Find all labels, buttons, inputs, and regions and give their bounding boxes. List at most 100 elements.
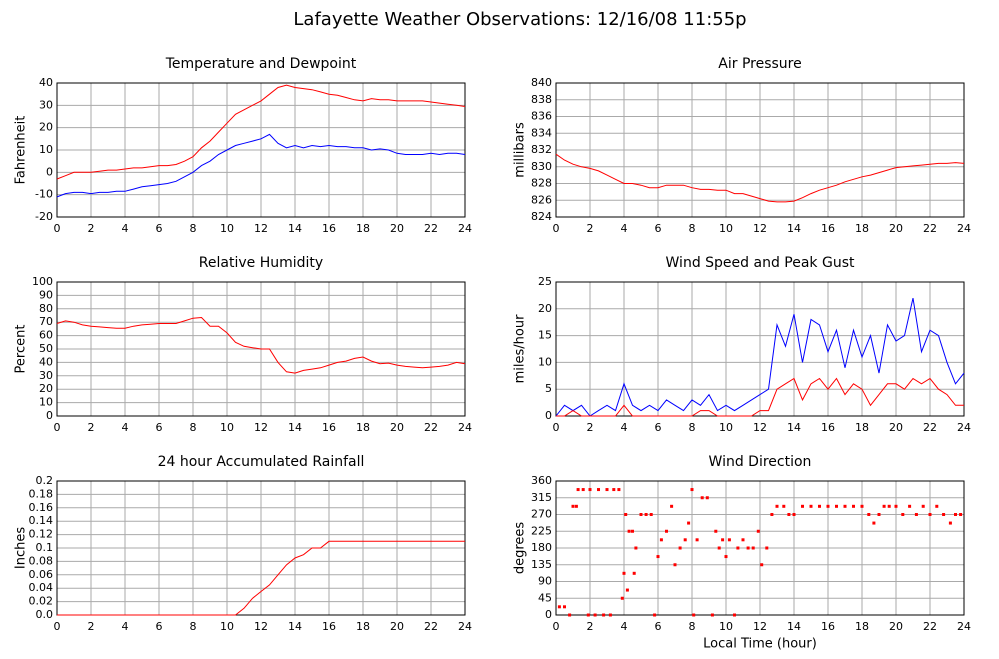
point (867, 513, 871, 516)
y-tick-label: 20 (39, 382, 53, 395)
point (634, 546, 638, 550)
series-line (56, 316, 466, 374)
y-tick-label: 0 (46, 409, 53, 422)
point (653, 613, 657, 617)
y-tick-label: 315 (531, 491, 552, 504)
series-line (56, 133, 466, 198)
y-tick-label: 270 (531, 508, 552, 521)
point (639, 513, 643, 516)
y-tick-label: 0.06 (29, 568, 54, 581)
x-tick-label: 18 (356, 620, 370, 633)
y-tick-label: 90 (39, 288, 53, 301)
series-line (555, 153, 965, 203)
y-axis-label: Percent (14, 325, 29, 374)
y-tick-label: 30 (39, 369, 53, 382)
point (882, 504, 886, 508)
x-tick-label: 22 (923, 421, 937, 434)
x-tick-label: 2 (88, 421, 95, 434)
point (872, 521, 876, 525)
page-title: Lafayette Weather Observations: 12/16/08… (293, 9, 746, 30)
y-axis-label: millibars (513, 122, 528, 178)
point (617, 488, 621, 492)
point (665, 529, 668, 533)
point (801, 504, 804, 508)
x-tick-label: 14 (288, 222, 302, 235)
x-tick-label: 14 (288, 620, 302, 633)
x-tick-label: 8 (689, 421, 696, 434)
x-tick-label: 10 (220, 620, 234, 633)
y-tick-label: 10 (39, 143, 53, 156)
point (782, 504, 786, 508)
x-tick-label: 8 (689, 222, 696, 235)
point (605, 488, 609, 492)
plot-frame (56, 281, 466, 417)
x-tick-label: 24 (458, 222, 472, 235)
x-axis-label: Local Time (hour) (703, 637, 817, 652)
x-tick-label: 10 (719, 222, 733, 235)
y-tick-label: 50 (39, 342, 53, 355)
y-tick-label: 10 (538, 355, 552, 368)
point (942, 513, 946, 516)
point (624, 513, 628, 516)
point (935, 504, 939, 508)
y-axis-label: miles/hour (513, 314, 528, 383)
x-tick-label: 10 (220, 222, 234, 235)
point (612, 488, 616, 492)
x-tick-label: 16 (821, 620, 835, 633)
point (787, 513, 791, 516)
x-tick-label: 6 (655, 222, 662, 235)
x-tick-label: 20 (390, 620, 404, 633)
x-tick-label: 16 (322, 222, 336, 235)
y-tick-label: 135 (531, 558, 552, 571)
x-tick-label: 12 (254, 421, 268, 434)
y-tick-label: 60 (39, 329, 53, 342)
plot-frame (56, 82, 466, 218)
y-tick-label: 830 (531, 160, 552, 173)
point (557, 605, 561, 609)
y-tick-label: 0.16 (29, 501, 54, 514)
x-tick-label: 14 (787, 620, 801, 633)
chart-title: Relative Humidity (199, 255, 323, 271)
point (741, 538, 745, 542)
y-tick-label: 826 (531, 193, 552, 206)
point (852, 504, 855, 508)
x-tick-label: 16 (322, 421, 336, 434)
x-tick-label: 8 (689, 620, 696, 633)
chart-title: Wind Direction (709, 454, 812, 470)
point (602, 613, 606, 617)
point (581, 488, 585, 492)
y-tick-label: 5 (545, 382, 552, 395)
point (914, 513, 918, 516)
chart-title: 24 hour Accumulated Rainfall (158, 454, 365, 470)
x-tick-label: 6 (655, 620, 662, 633)
x-tick-label: 22 (424, 620, 438, 633)
point (948, 521, 952, 525)
point (717, 546, 721, 550)
point (751, 546, 755, 550)
point (608, 613, 612, 617)
x-tick-label: 2 (88, 620, 95, 633)
y-tick-label: 10 (39, 396, 53, 409)
point (921, 504, 925, 508)
y-axis-label: Inches (14, 527, 29, 569)
point (683, 538, 687, 542)
x-tick-label: 14 (288, 421, 302, 434)
point (792, 513, 796, 516)
series-line (556, 377, 964, 417)
y-tick-label: 0.12 (29, 528, 54, 541)
y-axis-label: degrees (513, 522, 528, 575)
y-tick-label: 838 (531, 93, 552, 106)
y-tick-label: 360 (531, 474, 552, 487)
x-tick-label: 18 (855, 620, 869, 633)
x-tick-label: 8 (190, 222, 197, 235)
x-tick-label: 2 (587, 222, 594, 235)
x-tick-label: 2 (587, 421, 594, 434)
point (826, 504, 830, 508)
x-tick-label: 20 (889, 421, 903, 434)
x-tick-label: 0 (54, 222, 61, 235)
y-tick-label: 834 (531, 126, 552, 139)
x-tick-label: 0 (54, 421, 61, 434)
y-tick-label: -20 (35, 210, 53, 223)
y-tick-label: 0.0 (36, 608, 54, 621)
